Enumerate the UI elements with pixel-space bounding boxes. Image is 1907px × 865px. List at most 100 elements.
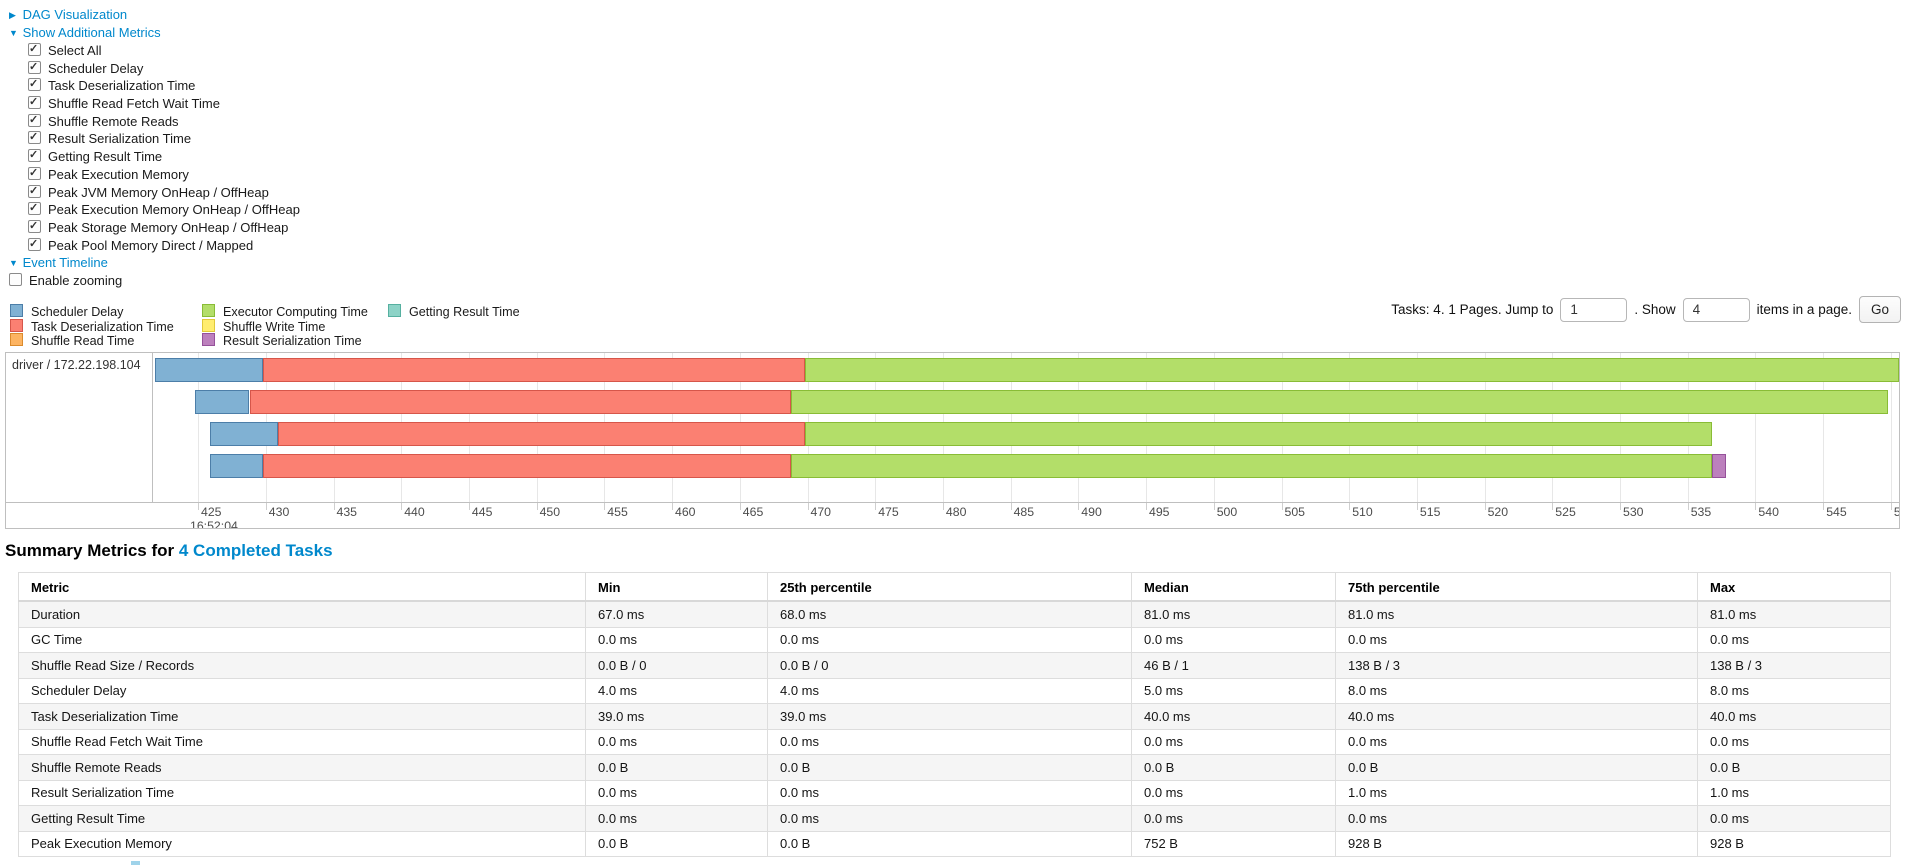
- jump-to-page-input[interactable]: [1560, 297, 1628, 322]
- axis-tick-label: 515: [1419, 505, 1441, 519]
- timeline-task-bar-segment-scheduler-delay[interactable]: [210, 422, 278, 446]
- metric-value-cell: 0.0 ms: [1335, 626, 1698, 653]
- axis-tick-mark: [1484, 503, 1486, 510]
- metric-checkbox[interactable]: [28, 59, 41, 76]
- metric-checkbox-label: Peak Pool Memory Direct / Mapped: [48, 237, 254, 253]
- axis-tick-label: 430: [268, 505, 290, 519]
- axis-time-label: 16:52:04: [190, 519, 238, 529]
- legend-column: Scheduler Delay Task Deserialization Time…: [10, 304, 174, 348]
- dag-visualization-toggle[interactable]: ▶ DAG Visualization: [9, 6, 569, 24]
- metric-checkbox-label: Peak Storage Memory OnHeap / OffHeap: [48, 219, 289, 235]
- metric-name-cell: Scheduler Delay: [18, 677, 586, 704]
- timeline-task-bar-segment-scheduler-delay[interactable]: [210, 454, 263, 478]
- axis-tick-label: 525: [1555, 505, 1576, 519]
- legend-item: Executor Computing Time: [202, 304, 368, 319]
- metric-checkbox-row: Peak Execution Memory OnHeap / OffHeap: [9, 200, 569, 219]
- metric-checkbox[interactable]: [28, 183, 41, 200]
- event-timeline-link[interactable]: Event Timeline: [22, 255, 108, 271]
- timeline-task-bar-segment-executor-computing[interactable]: [804, 422, 1713, 446]
- metric-name-cell: Getting Result Time: [18, 805, 586, 832]
- completed-tasks-link[interactable]: 4 Completed Tasks: [178, 541, 333, 560]
- timeline-task-bar-segment-result-serialization[interactable]: [1712, 454, 1726, 478]
- dag-visualization-link[interactable]: DAG Visualization: [22, 7, 128, 22]
- column-header-median: Median: [1131, 572, 1336, 602]
- metric-checkbox[interactable]: [28, 41, 41, 59]
- getting-result-swatch-icon: [388, 304, 401, 317]
- column-header-min: Min: [585, 572, 768, 602]
- enable-zooming-checkbox[interactable]: [9, 273, 22, 287]
- metric-name-cell: Shuffle Read Size / Records: [18, 652, 586, 679]
- timeline-task-bar-segment-executor-computing[interactable]: [791, 390, 1889, 414]
- axis-tick-label: 470: [810, 505, 832, 519]
- timeline-task-bar-segment-task-deserialization[interactable]: [263, 454, 792, 478]
- metric-value-cell: 0.0 B: [1335, 754, 1698, 781]
- metric-checkbox[interactable]: [28, 165, 41, 183]
- axis-tick-mark: [875, 503, 877, 510]
- timeline-task-bar-segment-executor-computing[interactable]: [804, 358, 1899, 382]
- axis-tick-label: 510: [1352, 505, 1373, 519]
- axis-tick-mark: [1620, 503, 1621, 510]
- axis-tick-mark: [333, 503, 335, 510]
- axis-tick-label: 465: [742, 505, 764, 519]
- metric-value-cell: 0.0 ms: [767, 805, 1132, 832]
- go-button[interactable]: Go: [1858, 296, 1901, 323]
- summary-metrics-table: Metric Min 25th percentile Median 75th perce…: [18, 572, 1891, 857]
- shuffle-write-swatch-icon: [202, 318, 215, 332]
- metric-name-cell: Peak Execution Memory: [18, 830, 586, 857]
- executor-group-label: driver / 172.22.198.104: [12, 358, 141, 372]
- metric-checkbox[interactable]: [28, 112, 41, 129]
- stage-controls-panel: ▶ DAG Visualization ▼ Show Additional Me…: [9, 6, 569, 290]
- metric-checkbox[interactable]: [28, 147, 41, 165]
- timeline-task-bar-segment-scheduler-delay[interactable]: [154, 358, 263, 382]
- column-header-25th-percentile: 25th percentile: [767, 572, 1132, 602]
- metric-checkbox[interactable]: [28, 218, 41, 236]
- axis-tick-mark: [942, 503, 944, 510]
- axis-tick-mark: [1078, 503, 1080, 510]
- legend-item: Getting Result Time: [388, 304, 520, 319]
- metric-checkbox[interactable]: [28, 200, 41, 218]
- axis-tick-label: 535: [1690, 505, 1712, 519]
- event-timeline-toggle[interactable]: ▼ Event Timeline: [9, 254, 569, 272]
- metric-checkbox-row: Peak Pool Memory Direct / Mapped: [9, 236, 569, 255]
- axis-tick-label: 500: [1216, 505, 1238, 519]
- axis-tick-mark: [1823, 503, 1825, 510]
- legend-label: Scheduler Delay: [31, 305, 124, 319]
- table-row: Scheduler Delay 4.0 ms 4.0 ms 5.0 ms 8.0 ms 8…: [18, 677, 1891, 704]
- metric-value-cell: 81.0 ms: [1131, 600, 1336, 628]
- axis-tick-mark: [1416, 503, 1418, 510]
- metric-checkbox[interactable]: [28, 94, 41, 112]
- metric-checkbox-row: Select All: [9, 41, 569, 60]
- metric-value-cell: 0.0 B / 0: [767, 652, 1132, 679]
- timeline-task-bar-segment-scheduler-delay[interactable]: [195, 390, 250, 414]
- metric-value-cell: 39.0 ms: [585, 703, 768, 730]
- event-timeline-chart: driver / 172.22.198.104 425 16:52:04 430 43…: [5, 352, 1900, 529]
- metric-value-cell: 0.0 ms: [767, 779, 1132, 806]
- metric-checkbox[interactable]: [28, 76, 41, 94]
- metric-value-cell: 5.0 ms: [1131, 677, 1336, 704]
- timeline-task-bar-segment-task-deserialization[interactable]: [249, 390, 792, 414]
- show-additional-metrics-link[interactable]: Show Additional Metrics: [22, 25, 161, 40]
- timeline-task-bar-segment-task-deserialization[interactable]: [263, 358, 805, 382]
- expanded-arrow-icon: ▼: [9, 28, 18, 38]
- metric-checkbox[interactable]: [28, 236, 41, 253]
- table-row: Shuffle Read Fetch Wait Time 0.0 ms 0.0 ms…: [18, 728, 1891, 755]
- metric-value-cell: 0.0 ms: [1697, 805, 1891, 832]
- axis-tick-mark: [1281, 503, 1283, 510]
- items-per-page-input[interactable]: [1682, 297, 1750, 322]
- legend-item: Shuffle Read Time: [10, 333, 174, 348]
- metric-value-cell: 0.0 ms: [1131, 805, 1336, 832]
- axis-tick-mark: [1349, 503, 1351, 510]
- metric-checkbox[interactable]: [28, 129, 41, 147]
- axis-tick-label: 540: [1758, 505, 1779, 519]
- show-additional-metrics-toggle[interactable]: ▼ Show Additional Metrics: [9, 24, 569, 42]
- metric-value-cell: 1.0 ms: [1335, 779, 1698, 806]
- legend-column: Getting Result Time: [388, 304, 520, 319]
- timeline-task-bar-segment-task-deserialization[interactable]: [277, 422, 805, 446]
- metric-name-cell: GC Time: [18, 626, 586, 653]
- enable-zooming-row: Enable zooming: [9, 272, 569, 290]
- axis-tick-label: 455: [607, 505, 628, 519]
- metric-name-cell: Task Deserialization Time: [18, 703, 586, 730]
- metric-value-cell: 4.0 ms: [585, 677, 768, 704]
- metric-value-cell: 67.0 ms: [585, 600, 768, 628]
- timeline-task-bar-segment-executor-computing[interactable]: [791, 454, 1713, 478]
